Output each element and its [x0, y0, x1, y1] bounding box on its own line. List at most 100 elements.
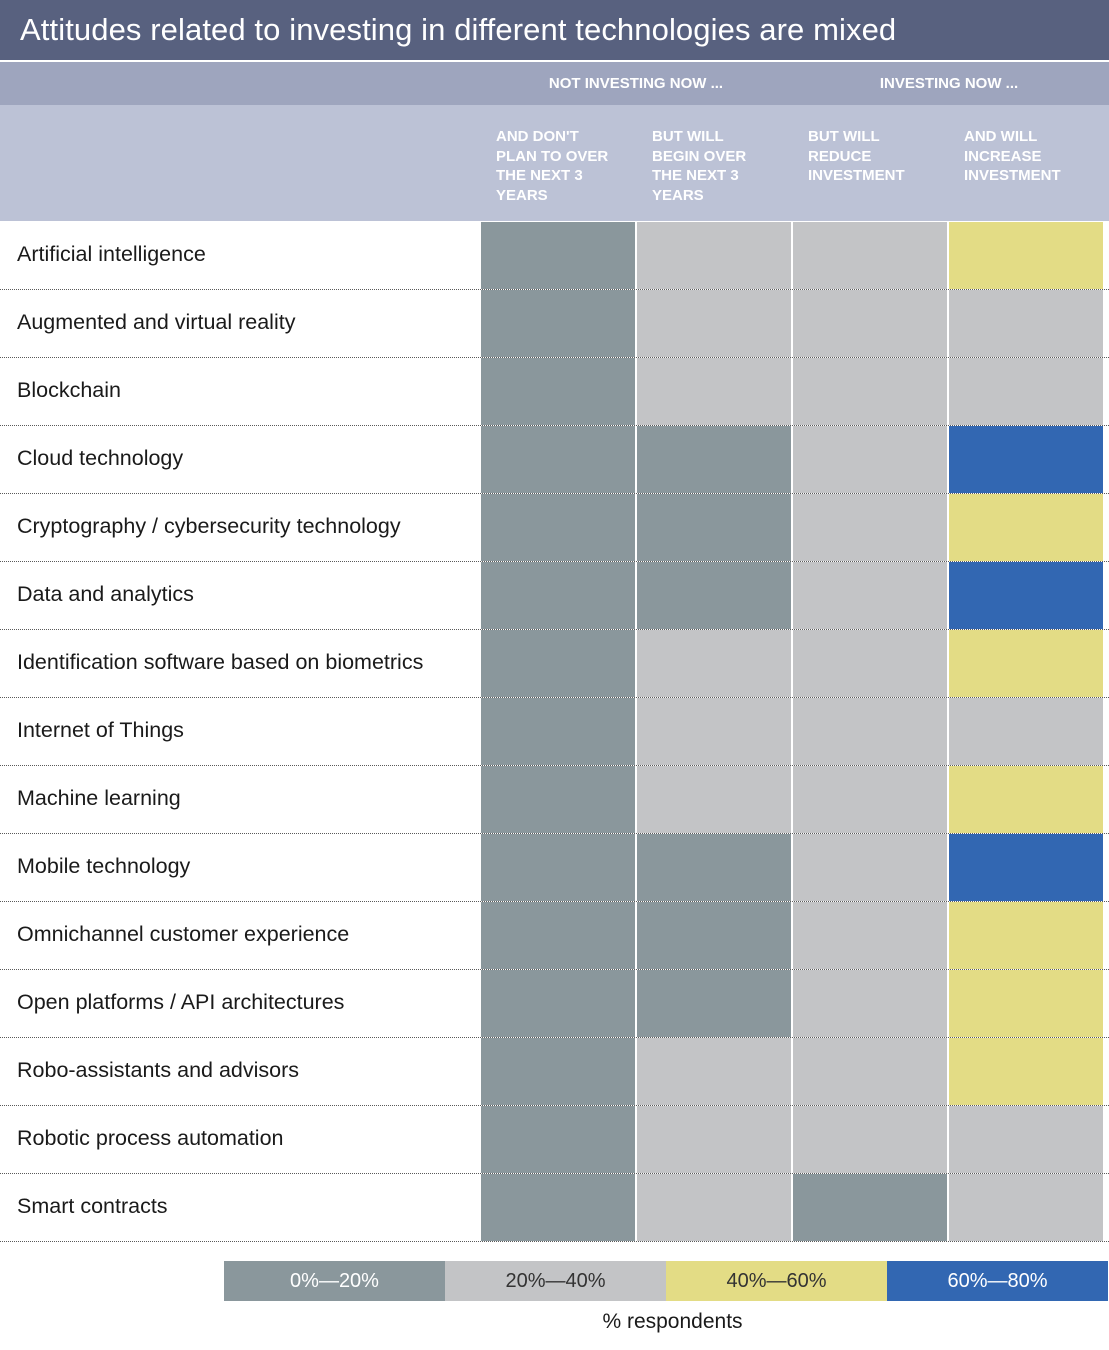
heatmap-cell — [481, 834, 635, 901]
heatmap-cell — [637, 630, 791, 697]
column-group-label-not-investing: NOT INVESTING NOW ... — [548, 75, 724, 92]
heatmap-cell — [481, 426, 635, 493]
row-divider — [0, 1173, 1109, 1174]
legend-label: 40%—60% — [726, 1270, 827, 1292]
heatmap-cell — [949, 358, 1103, 425]
heatmap-cell — [481, 494, 635, 561]
heatmap-cell — [793, 630, 947, 697]
row-label-augmented-and-virtual-reality: Augmented and virtual reality — [17, 310, 296, 334]
row-divider — [0, 357, 1109, 358]
heatmap-cell — [793, 494, 947, 561]
heatmap-cell — [481, 630, 635, 697]
row-label-artificial-intelligence: Artificial intelligence — [17, 242, 206, 266]
column-label-will-begin: BUT WILL BEGIN OVER THE NEXT 3 YEARS — [652, 128, 747, 204]
heatmap-cell — [949, 290, 1103, 357]
heatmap-cell — [949, 834, 1103, 901]
heatmap-cell — [637, 358, 791, 425]
row-divider — [0, 493, 1109, 494]
heatmap-cell — [637, 494, 791, 561]
row-divider — [0, 561, 1109, 562]
row-label-mobile-technology: Mobile technology — [17, 854, 191, 878]
heatmap-cell — [481, 358, 635, 425]
legend-label: 20%—40% — [505, 1270, 606, 1292]
row-label-cloud-technology: Cloud technology — [17, 446, 184, 470]
row-divider — [0, 1037, 1109, 1038]
row-label-cryptography-cybersecurity-technology: Cryptography / cybersecurity technology — [17, 514, 401, 538]
row-divider — [0, 425, 1109, 426]
row-divider — [0, 697, 1109, 698]
heatmap-cell — [481, 1106, 635, 1173]
column-label-will-reduce: BUT WILL REDUCE INVESTMENT — [808, 128, 905, 184]
heatmap-cell — [793, 290, 947, 357]
column-header: AND DON'T PLAN TO OVER THE NEXT 3 YEARS … — [0, 105, 1109, 221]
row-divider — [0, 629, 1109, 630]
heatmap-cell — [481, 698, 635, 765]
row-label-omnichannel-customer-experience: Omnichannel customer experience — [17, 922, 350, 946]
heatmap-cell — [949, 630, 1103, 697]
column-label-dont-plan: AND DON'T PLAN TO OVER THE NEXT 3 YEARS — [496, 128, 609, 204]
heatmap-cell — [481, 290, 635, 357]
row-divider — [0, 1241, 1109, 1242]
row-label-smart-contracts: Smart contracts — [17, 1194, 168, 1218]
heatmap-cell — [949, 698, 1103, 765]
legend-swatch — [666, 1261, 887, 1301]
legend-label: 0%—20% — [290, 1270, 379, 1292]
heatmap-cell — [793, 698, 947, 765]
heatmap-cell — [949, 1174, 1103, 1241]
heatmap-cell — [637, 426, 791, 493]
heatmap-cell — [637, 698, 791, 765]
heatmap-cell — [793, 222, 947, 289]
heatmap-cell — [949, 426, 1103, 493]
heatmap-cell — [637, 222, 791, 289]
heatmap-cell — [793, 766, 947, 833]
row-label-robo-assistants-and-advisors: Robo-assistants and advisors — [17, 1058, 300, 1082]
row-label-blockchain: Blockchain — [17, 378, 121, 402]
column-group-label-investing: INVESTING NOW ... — [879, 75, 1019, 92]
heatmap-cell — [793, 834, 947, 901]
row-label-open-platforms-api-architectures: Open platforms / API architectures — [17, 990, 345, 1014]
heatmap-cell — [949, 1106, 1103, 1173]
row-label-machine-learning: Machine learning — [17, 786, 181, 810]
column-label-will-increase: AND WILL INCREASE INVESTMENT — [964, 128, 1061, 184]
legend-swatch — [445, 1261, 666, 1301]
heatmap-cell — [481, 1174, 635, 1241]
row-divider — [0, 765, 1109, 766]
heatmap-cell — [637, 902, 791, 969]
heatmap-cell — [481, 902, 635, 969]
heatmap-cell — [793, 562, 947, 629]
heatmap-cell — [481, 766, 635, 833]
heatmap-cell — [481, 1038, 635, 1105]
row-label-data-and-analytics: Data and analytics — [17, 582, 194, 606]
heatmap-cell — [793, 358, 947, 425]
heatmap-cell — [949, 562, 1103, 629]
row-divider — [0, 969, 1109, 970]
heatmap-cell — [637, 562, 791, 629]
heatmap-cell — [481, 222, 635, 289]
heatmap-cell — [793, 1106, 947, 1173]
row-divider — [0, 289, 1109, 290]
heatmap-cell — [949, 902, 1103, 969]
heatmap-cell — [637, 1038, 791, 1105]
legend-swatch — [224, 1261, 445, 1301]
heatmap-cell — [949, 494, 1103, 561]
heatmap-cell — [949, 766, 1103, 833]
legend-caption: % respondents — [602, 1310, 743, 1333]
legend-label: 60%—80% — [947, 1270, 1048, 1292]
legend-swatch — [887, 1261, 1108, 1301]
heatmap-cell — [793, 902, 947, 969]
heatmap-cell — [481, 970, 635, 1037]
heatmap-cell — [949, 222, 1103, 289]
column-group-header: NOT INVESTING NOW ... INVESTING NOW ... — [0, 62, 1109, 105]
heatmap-cell — [637, 290, 791, 357]
chart-title: Attitudes related to investing in differ… — [20, 12, 897, 47]
heatmap-cell — [637, 766, 791, 833]
heatmap-cell — [793, 970, 947, 1037]
row-divider — [0, 1105, 1109, 1106]
heatmap-cell — [637, 1174, 791, 1241]
row-divider — [0, 901, 1109, 902]
heatmap-cell — [949, 1038, 1103, 1105]
heatmap-cell — [481, 562, 635, 629]
heatmap-cell — [949, 970, 1103, 1037]
heatmap-cell — [637, 970, 791, 1037]
row-divider — [0, 833, 1109, 834]
